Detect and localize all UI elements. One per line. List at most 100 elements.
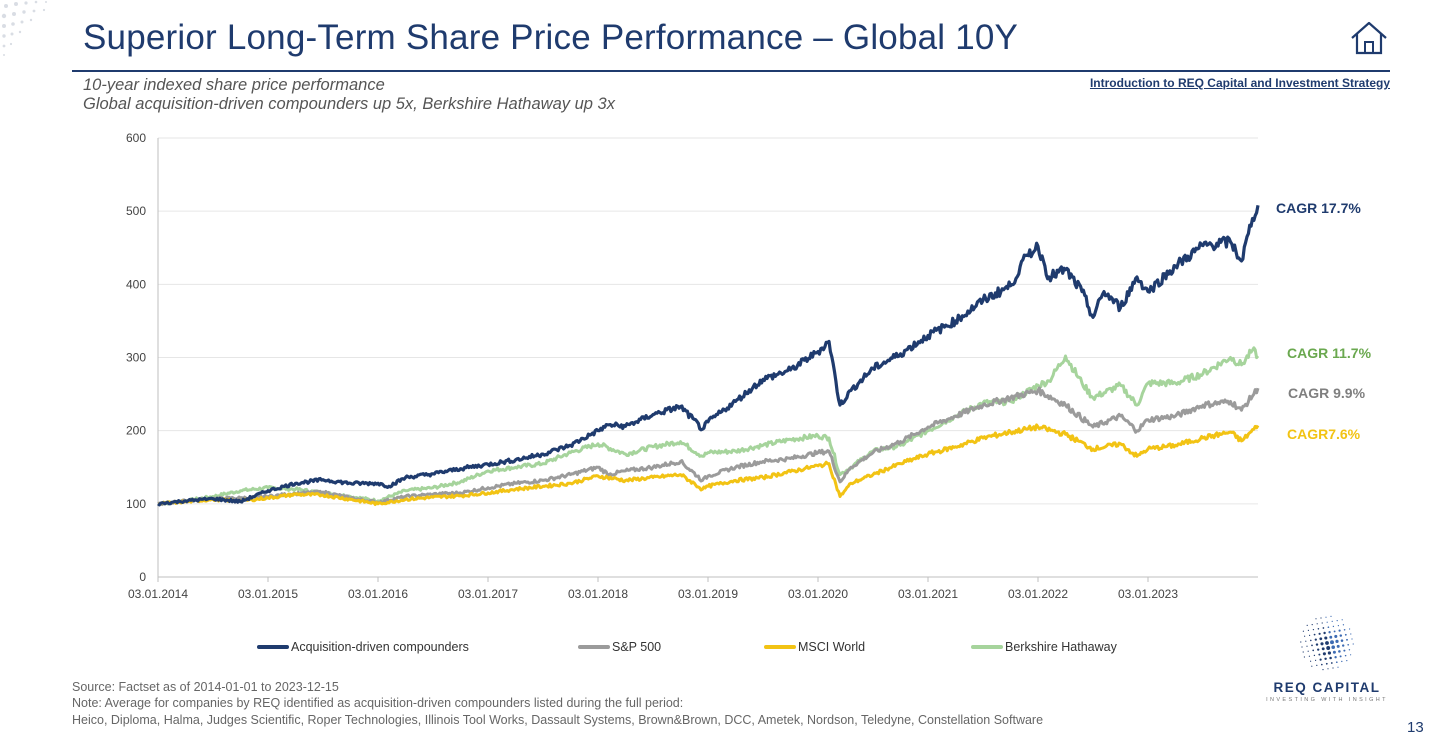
logo-dot bbox=[1308, 634, 1311, 637]
logo-dot bbox=[1350, 633, 1352, 635]
legend-label: Berkshire Hathaway bbox=[1005, 640, 1117, 654]
cagr-label: CAGR 17.7% bbox=[1276, 200, 1361, 216]
y-tick-label: 300 bbox=[126, 351, 146, 365]
logo-dot bbox=[1319, 637, 1323, 641]
logo-dot bbox=[1321, 663, 1323, 666]
logo-dot bbox=[1303, 656, 1305, 658]
logo-dot bbox=[1320, 617, 1322, 619]
logo-dot bbox=[1331, 620, 1333, 622]
y-tick-label: 500 bbox=[126, 204, 146, 218]
logo-dot bbox=[1315, 659, 1317, 661]
chart-legend: Acquisition-driven compounders S&P 500 M… bbox=[0, 640, 1456, 660]
cagr-label: CAGR 11.7% bbox=[1287, 345, 1372, 361]
legend-item-berkshire: Berkshire Hathaway bbox=[971, 640, 1117, 654]
logo-dot bbox=[1315, 643, 1319, 646]
logo-dot bbox=[1322, 652, 1326, 656]
logo-dot bbox=[1342, 624, 1345, 626]
logo-dot bbox=[1322, 627, 1325, 629]
logo-dot bbox=[1338, 629, 1341, 632]
logo-dot bbox=[1330, 615, 1332, 617]
series-line bbox=[157, 423, 1260, 506]
logo-dot bbox=[1312, 649, 1315, 652]
legend-item-acquisition: Acquisition-driven compounders bbox=[257, 640, 469, 654]
logo-dot bbox=[1305, 640, 1307, 642]
logo-dot bbox=[1326, 621, 1328, 623]
logo-dot bbox=[1338, 650, 1341, 653]
dotted-globe-logo-icon bbox=[1300, 615, 1354, 671]
logo-dot bbox=[1316, 664, 1318, 667]
chart-subtitle-1: 10-year indexed share price performance bbox=[83, 76, 385, 94]
logo-dot bbox=[1334, 634, 1338, 638]
home-icon[interactable] bbox=[1349, 20, 1389, 56]
logo-dot bbox=[1340, 639, 1344, 642]
logo-dot bbox=[1341, 619, 1343, 621]
logo-dot bbox=[1330, 662, 1333, 664]
y-tick-label: 400 bbox=[126, 277, 146, 291]
legend-label: S&P 500 bbox=[612, 640, 662, 654]
logo-dot bbox=[1323, 631, 1326, 635]
logo-dot bbox=[1351, 638, 1353, 640]
logo-dot bbox=[1349, 628, 1351, 630]
x-tick-label: 03.01.2017 bbox=[458, 587, 518, 601]
gridlines bbox=[158, 137, 1258, 505]
logo-dot bbox=[1307, 650, 1309, 652]
line-chart: 0 100 200 300 400 500 600 03.01.2014 03.01.2015 0… bbox=[126, 131, 1372, 601]
legend-swatch bbox=[578, 645, 610, 649]
legend-swatch bbox=[971, 645, 1003, 649]
legend-swatch bbox=[257, 645, 289, 649]
logo-dot bbox=[1325, 662, 1328, 665]
logo-dot bbox=[1339, 655, 1342, 658]
logo-dot bbox=[1321, 622, 1323, 624]
logo-dot bbox=[1348, 649, 1351, 651]
page-number: 13 bbox=[1407, 719, 1424, 736]
y-tick-label: 200 bbox=[126, 424, 146, 438]
logo-dot bbox=[1306, 645, 1308, 647]
cagr-label: CAGR 9.9% bbox=[1288, 385, 1366, 401]
logo-dot bbox=[1327, 626, 1330, 629]
legend-label: Acquisition-driven compounders bbox=[291, 640, 469, 654]
logo-dot bbox=[1333, 630, 1336, 633]
methodology-note: Note: Average for companies by REQ ident… bbox=[72, 696, 684, 710]
logo-dot bbox=[1350, 654, 1352, 656]
logo-dot bbox=[1343, 628, 1346, 631]
logo-dot bbox=[1339, 634, 1343, 637]
breadcrumb-link[interactable]: Introduction to REQ Capital and Investme… bbox=[1089, 76, 1390, 90]
logo-dot bbox=[1326, 646, 1331, 650]
series-line bbox=[157, 386, 1260, 506]
legend-item-msci: MSCI World bbox=[764, 640, 865, 654]
logo-dot bbox=[1304, 635, 1306, 637]
x-tick-label: 03.01.2016 bbox=[348, 587, 408, 601]
page-title: Superior Long-Term Share Price Performan… bbox=[83, 18, 1019, 57]
logo-tagline: INVESTING WITH INSIGHT bbox=[1266, 697, 1388, 703]
logo-dot bbox=[1327, 651, 1331, 655]
logo-dot bbox=[1343, 649, 1346, 652]
series-line bbox=[157, 205, 1260, 507]
logo-dot bbox=[1316, 623, 1318, 625]
logo-dot bbox=[1335, 639, 1339, 644]
logo-dot bbox=[1315, 618, 1317, 620]
x-tick-label: 03.01.2015 bbox=[238, 587, 298, 601]
x-tick-label: 03.01.2021 bbox=[898, 587, 958, 601]
logo-dot bbox=[1346, 660, 1348, 662]
logo-dot bbox=[1302, 651, 1304, 653]
logo-dot bbox=[1311, 665, 1313, 667]
axes: 0 100 200 300 400 500 600 03.01.2014 03.01.2015 0… bbox=[126, 131, 1258, 601]
logo-dot bbox=[1313, 654, 1316, 657]
logo-dot bbox=[1336, 644, 1340, 648]
logo-dot bbox=[1301, 646, 1303, 648]
logo-dot bbox=[1334, 656, 1337, 659]
logo-dot bbox=[1318, 653, 1321, 656]
logo-dot bbox=[1336, 620, 1338, 622]
logo-dot bbox=[1352, 643, 1354, 645]
logo-dot bbox=[1332, 625, 1335, 628]
source-note: Source: Factset as of 2014-01-01 to 2023… bbox=[72, 680, 339, 694]
logo-dot bbox=[1324, 636, 1328, 640]
logo-dot bbox=[1324, 657, 1327, 661]
chart-subtitle-2: Global acquisition-driven compounders up… bbox=[83, 95, 615, 113]
logo-dot bbox=[1307, 629, 1309, 631]
y-tick-label: 100 bbox=[126, 497, 146, 511]
y-tick-label: 600 bbox=[126, 131, 146, 145]
x-tick-label: 03.01.2022 bbox=[1008, 587, 1068, 601]
logo-dot bbox=[1318, 632, 1321, 635]
logo-dot bbox=[1306, 624, 1308, 626]
